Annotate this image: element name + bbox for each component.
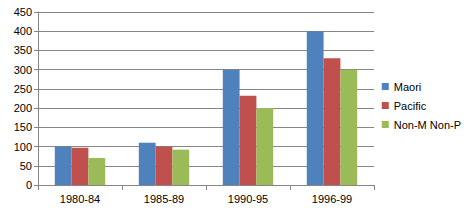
svg-text:0: 0 — [26, 179, 32, 191]
svg-text:400: 400 — [14, 25, 32, 37]
svg-text:150: 150 — [14, 121, 32, 133]
svg-text:Non-M Non-P: Non-M Non-P — [394, 119, 461, 131]
svg-text:1990-95: 1990-95 — [228, 193, 268, 205]
svg-text:250: 250 — [14, 83, 32, 95]
svg-text:100: 100 — [14, 141, 32, 153]
svg-text:50: 50 — [20, 160, 32, 172]
svg-text:200: 200 — [14, 102, 32, 114]
svg-text:1996-99: 1996-99 — [312, 193, 352, 205]
svg-text:350: 350 — [14, 44, 32, 56]
svg-text:Pacific: Pacific — [394, 100, 427, 112]
svg-text:Maori: Maori — [394, 81, 422, 93]
svg-text:1985-89: 1985-89 — [144, 193, 184, 205]
svg-text:450: 450 — [14, 6, 32, 18]
svg-text:300: 300 — [14, 64, 32, 76]
svg-text:1980-84: 1980-84 — [60, 193, 100, 205]
